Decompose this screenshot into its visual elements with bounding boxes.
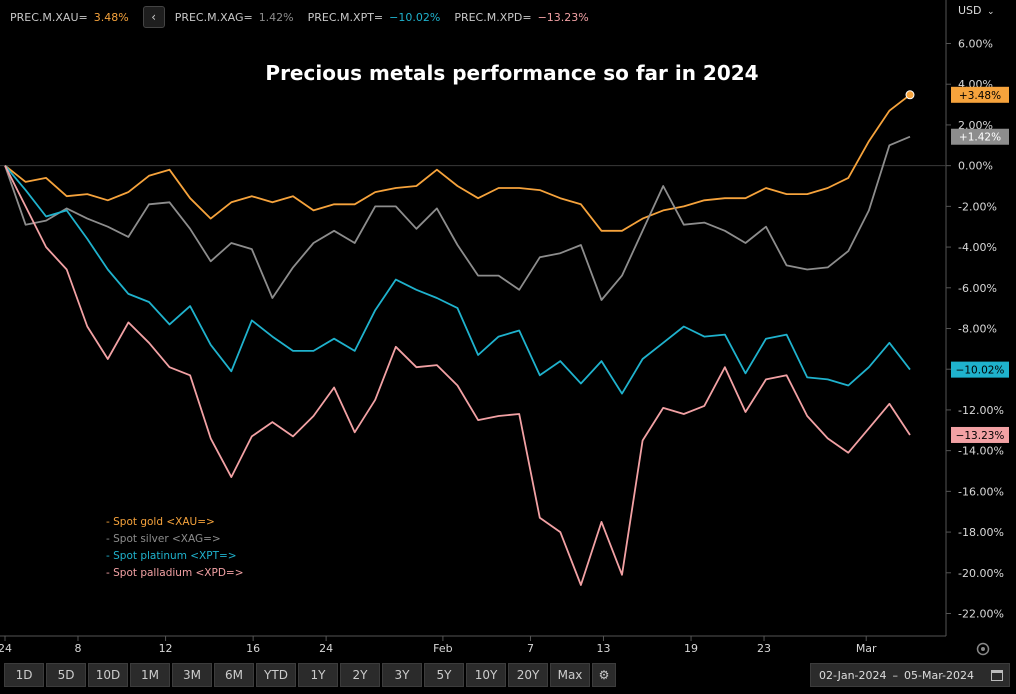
x-tick-label: 19: [684, 642, 698, 655]
x-tick-label: 7: [527, 642, 534, 655]
end-value-label-palladium: −13.23%: [956, 430, 1005, 442]
legend-value-xau: 3.48%: [93, 10, 129, 24]
range-button-1d[interactable]: 1D: [4, 663, 44, 687]
legend-label-xau: PREC.M.XAU=: [10, 10, 88, 24]
legend-item-xau[interactable]: PREC.M.XAU= 3.48%: [10, 11, 129, 24]
x-tick-label: 13: [596, 642, 610, 655]
date-range-start: 02-Jan-2024: [819, 668, 887, 682]
series-line-platinum: [4, 165, 911, 395]
y-tick-label: 0.00%: [958, 160, 993, 173]
series-legend-bar: PREC.M.XAU= 3.48% ‹ PREC.M.XAG= 1.42% PR…: [10, 4, 603, 30]
date-range-separator: –: [892, 668, 899, 682]
date-range-picker[interactable]: 02-Jan-2024 – 05-Mar-2024: [810, 663, 1010, 687]
range-button-20y[interactable]: 20Y: [508, 663, 548, 687]
range-button-3y[interactable]: 3Y: [382, 663, 422, 687]
end-value-label-gold: +3.48%: [959, 90, 1001, 102]
legend-value-xpd: −13.23%: [537, 10, 589, 24]
range-toolbar: 1D 5D 10D 1M 3M 6M YTD 1Y 2Y 3Y 5Y 10Y 20Y Max ⚙: [4, 663, 616, 687]
y-tick-label: -12.00%: [958, 404, 1004, 417]
end-value-badge-silver: [951, 128, 1009, 145]
range-button-10y[interactable]: 10Y: [466, 663, 506, 687]
range-button-1m[interactable]: 1M: [130, 663, 170, 687]
range-button-10d[interactable]: 10D: [88, 663, 128, 687]
x-tick-label: 8: [74, 642, 81, 655]
legend-label-xpt: PREC.M.XPT=: [307, 10, 384, 24]
date-range-end: 05-Mar-2024: [904, 668, 974, 682]
x-tick-label: Mar: [856, 642, 877, 655]
y-tick-label: -20.00%: [958, 567, 1004, 580]
x-tick-label: 24: [319, 642, 333, 655]
legend-entry-platinum: - Spot platinum <XPT=>: [106, 550, 237, 562]
chart-title: Precious metals performance so far in 20…: [265, 61, 758, 85]
y-tick-label: -4.00%: [958, 241, 997, 254]
calendar-icon[interactable]: [991, 669, 1003, 681]
series-line-silver: [4, 135, 911, 301]
range-button-3m[interactable]: 3M: [172, 663, 212, 687]
series-line-palladium: [4, 165, 911, 586]
gold-end-marker: [905, 90, 915, 100]
y-tick-label: -14.00%: [958, 445, 1004, 458]
settings-icon[interactable]: [976, 642, 990, 656]
range-button-5y[interactable]: 5Y: [424, 663, 464, 687]
y-tick-label: -8.00%: [958, 323, 997, 336]
end-value-badge-palladium: [951, 426, 1009, 443]
currency-selector[interactable]: USD ⌄: [958, 4, 995, 17]
series-line-gold: [4, 94, 911, 232]
legend-item-xag[interactable]: PREC.M.XAG= 1.42%: [175, 11, 294, 24]
gear-icon[interactable]: ⚙: [592, 663, 616, 687]
currency-label: USD: [958, 4, 982, 17]
y-tick-label: 2.00%: [958, 119, 993, 132]
end-value-label-silver: +1.42%: [959, 132, 1001, 144]
legend-entry-silver: - Spot silver <XAG=>: [106, 533, 221, 545]
y-tick-label: -18.00%: [958, 526, 1004, 539]
range-button-ytd[interactable]: YTD: [256, 663, 296, 687]
y-tick-label: -6.00%: [958, 282, 997, 295]
range-button-5d[interactable]: 5D: [46, 663, 86, 687]
x-tick-label: 16: [246, 642, 260, 655]
end-value-badge-gold: [951, 86, 1009, 103]
legend-label-xag: PREC.M.XAG=: [174, 10, 253, 24]
legend-label-xpd: PREC.M.XPD=: [454, 10, 532, 24]
legend-value-xpt: −10.02%: [389, 10, 441, 24]
legend-item-xpd[interactable]: PREC.M.XPD= −13.23%: [454, 11, 588, 24]
chevron-down-icon: ⌄: [987, 7, 995, 17]
legend-entry-gold: - Spot gold <XAU=>: [106, 516, 215, 528]
x-tick-label: 12: [159, 642, 173, 655]
legend-entry-palladium: - Spot palladium <XPD=>: [106, 567, 244, 579]
x-tick-label: 23: [757, 642, 771, 655]
legend-item-xpt[interactable]: PREC.M.XPT= −10.02%: [308, 11, 441, 24]
y-tick-label: -2.00%: [958, 200, 997, 213]
y-tick-label: -16.00%: [958, 485, 1004, 498]
range-button-max[interactable]: Max: [550, 663, 590, 687]
x-tick-label: 24: [0, 642, 12, 655]
x-tick-label: Feb: [433, 642, 452, 655]
y-tick-label: -22.00%: [958, 608, 1004, 621]
range-button-6m[interactable]: 6M: [214, 663, 254, 687]
range-button-1y[interactable]: 1Y: [298, 663, 338, 687]
collapse-legend-button[interactable]: ‹: [142, 6, 165, 28]
end-value-label-platinum: −10.02%: [956, 365, 1005, 377]
end-value-badge-platinum: [951, 361, 1009, 378]
y-tick-label: 6.00%: [958, 38, 993, 51]
legend-value-xag: 1.42%: [258, 10, 294, 24]
range-button-2y[interactable]: 2Y: [340, 663, 380, 687]
